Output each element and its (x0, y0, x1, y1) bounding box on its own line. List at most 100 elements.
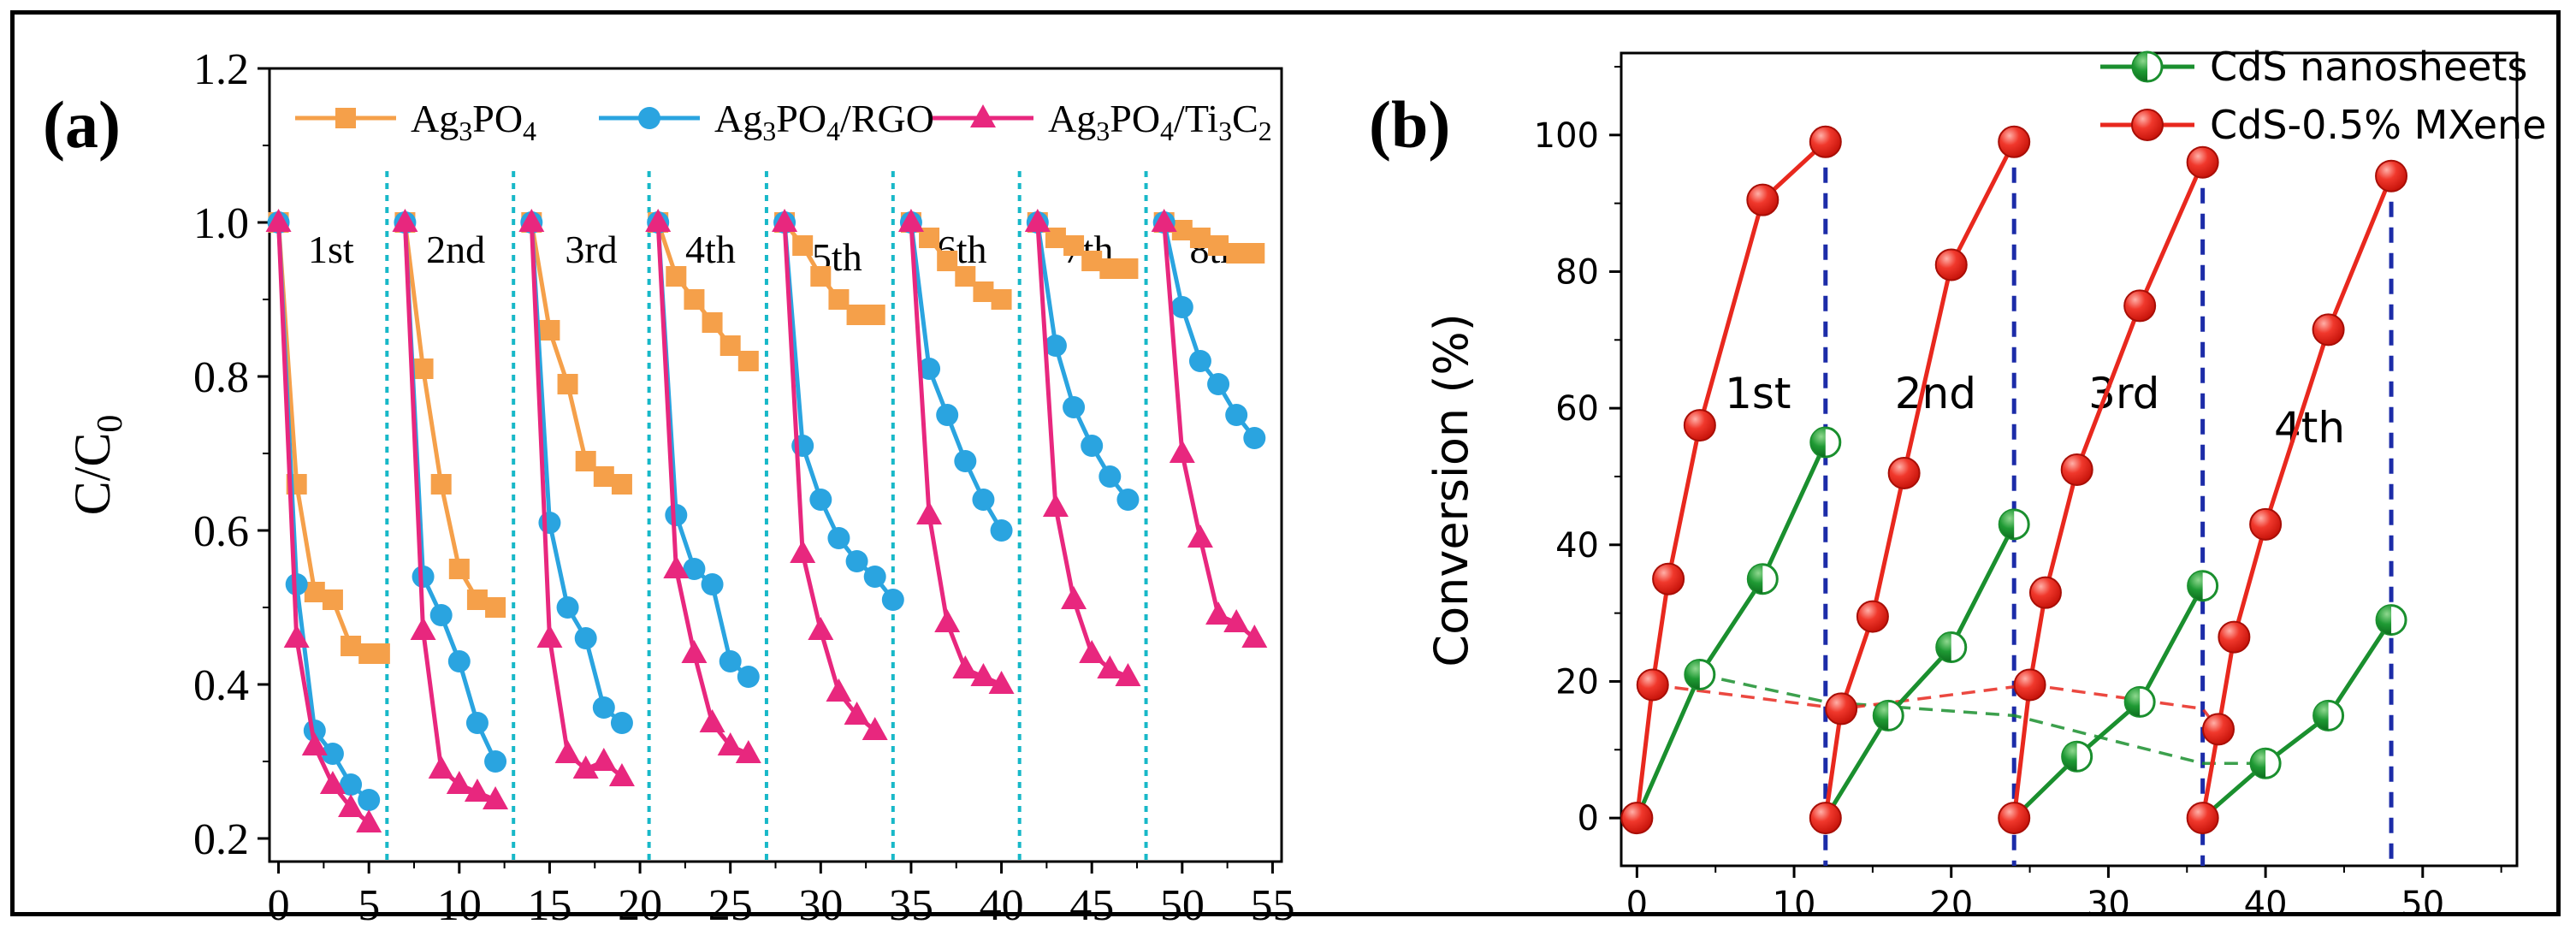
data-point-b-1-0-4 (1746, 183, 1780, 216)
data-point-a-0-1-5 (485, 597, 506, 618)
data-point-a-1-6-3 (1081, 435, 1104, 457)
data-point-a-2-3-5 (735, 740, 761, 763)
data-point-a-2-5-5 (988, 671, 1015, 694)
data-point-b-1-0-1 (1636, 668, 1669, 702)
y-tick-label-a-3: 0.8 (193, 353, 249, 402)
x-tick-label-a-10: 50 (1160, 881, 1205, 930)
data-point-a-2-0-4 (338, 794, 364, 817)
data-point-a-2-5-2 (934, 609, 961, 632)
data-point-a-0-3-5 (737, 351, 759, 371)
data-point-b-1-3-3 (2249, 507, 2283, 541)
data-point-b-1-0-5-fill (1809, 125, 1842, 158)
data-point-a-1-3-4 (719, 650, 742, 672)
data-point-b-1-0-2-fill (1652, 562, 1685, 595)
legend-text-part: /Ti (1174, 97, 1218, 140)
data-point-a-0-5-4 (973, 281, 994, 302)
data-point-b-1-3-5-fill (2375, 159, 2408, 193)
data-point-b-1-1-5-fill (1998, 125, 2031, 158)
series-line-b-1-cycle-2 (1823, 140, 2016, 819)
data-point-a-2-0-2 (301, 732, 328, 755)
data-point-a-0-3-4 (720, 335, 741, 356)
data-point-b-1-2-1-fill (2013, 668, 2046, 702)
data-point-a-2-6-1 (1042, 494, 1069, 517)
data-point-a-0-2-3 (575, 451, 596, 471)
x-tick-label-b-3: 30 (2087, 885, 2130, 924)
x-tick-label-a-3: 15 (527, 881, 571, 930)
data-point-a-2-3-3 (699, 709, 725, 732)
data-point-a-2-1-3 (446, 771, 472, 794)
data-point-b-1-0-3-fill (1683, 409, 1716, 442)
x-tick-label-a-2: 10 (437, 881, 482, 930)
data-point-a-0-4-5 (864, 305, 885, 325)
data-point-b-1-3-4-fill (2312, 313, 2345, 347)
series-line-b-0-cycle-4 (2200, 619, 2394, 820)
data-point-b-1-1-0 (1809, 802, 1842, 835)
data-point-a-0-1-3 (448, 559, 470, 579)
data-point-a-2-3-0 (645, 209, 672, 232)
data-point-a-2-5-1 (916, 501, 943, 524)
data-point-a-1-3-3 (701, 573, 724, 595)
data-point-b-1-3-3-fill (2249, 507, 2283, 541)
legend-label-b-0: CdS nanosheets (2210, 44, 2528, 90)
data-point-b-0-1-3-half (1999, 509, 2015, 539)
y-tick-label-a-4: 1.0 (193, 199, 249, 248)
data-point-a-1-3-1 (665, 504, 688, 526)
data-point-a-2-2-4 (590, 748, 617, 771)
data-point-b-0-2-3-half (2188, 571, 2203, 601)
data-point-a-0-6-4 (1099, 258, 1121, 279)
data-point-b-1-1-3-fill (1887, 456, 1921, 489)
data-point-a-2-0-3 (319, 771, 346, 794)
data-point-a-1-6-5 (1116, 489, 1140, 511)
y-tick-label-b-2: 40 (1555, 526, 1599, 566)
data-point-b-1-1-3 (1887, 456, 1921, 489)
data-point-a-1-1-2 (429, 604, 453, 626)
y-tick-label-b-5: 100 (1534, 116, 1599, 156)
series-a-2 (265, 209, 1268, 832)
data-point-a-2-1-0 (392, 209, 418, 232)
data-point-a-0-4-4 (846, 305, 868, 325)
cycle-label-b-1: 1st (1725, 369, 1791, 418)
data-point-a-2-7-5 (1241, 625, 1268, 648)
data-point-a-1-1-4 (465, 712, 489, 734)
legend-text-part: Ag (1048, 97, 1096, 140)
data-point-a-2-2-5 (608, 763, 635, 786)
series-line-b-0-cycle-3 (2012, 584, 2205, 820)
data-point-b-0-1-1 (1872, 699, 1904, 732)
data-point-a-1-6-4 (1099, 465, 1122, 488)
data-point-a-1-6-1 (1044, 335, 1067, 357)
data-point-a-2-7-2 (1187, 524, 1213, 548)
cycle-label-a-2: 2nd (426, 228, 485, 271)
data-point-b-1-1-2-fill (1856, 600, 1889, 633)
data-point-a-2-0-1 (283, 625, 310, 648)
data-point-a-0-3-1 (666, 266, 687, 287)
data-point-b-1-0-4-fill (1746, 183, 1780, 216)
data-point-b-1-2-4 (2123, 289, 2157, 323)
data-point-b-1-0-0-fill (1620, 802, 1654, 835)
data-point-b-1-1-1 (1825, 692, 1858, 726)
data-point-b-1-2-0-fill (1998, 802, 2031, 835)
series-line-b-0-cycle-1 (1635, 441, 1828, 820)
data-point-a-0-1-1 (412, 358, 434, 379)
x-tick-label-a-4: 20 (618, 881, 662, 930)
data-point-a-2-0-5 (356, 809, 382, 832)
data-point-a-2-6-5 (1115, 663, 1141, 686)
x-tick-label-b-1: 10 (1773, 885, 1816, 924)
data-point-a-0-7-3 (1208, 235, 1229, 256)
series-a-0 (268, 212, 1265, 664)
data-point-a-2-5-3 (952, 655, 979, 678)
legend-text-part: 3 (762, 116, 776, 146)
legend-text-part: 3 (459, 116, 472, 146)
data-point-b-0-0-2-half (1748, 564, 1763, 594)
data-point-b-1-2-0 (1998, 802, 2031, 835)
data-point-b-0-1-1-half (1874, 701, 1889, 731)
cycle-label-a-4: 4th (685, 228, 736, 271)
data-point-a-2-1-1 (410, 617, 436, 640)
data-point-b-1-2-3-fill (2060, 453, 2093, 486)
x-tick-label-b-0: 0 (1626, 885, 1648, 924)
figure-frame (10, 10, 2561, 916)
legend-text-part: Ag (714, 97, 762, 140)
data-point-a-1-7-2 (1188, 350, 1211, 372)
y-tick-label-a-5: 1.2 (193, 45, 249, 94)
data-point-b-0-0-1-half (1685, 660, 1700, 690)
data-point-b-1-1-2 (1856, 600, 1889, 633)
